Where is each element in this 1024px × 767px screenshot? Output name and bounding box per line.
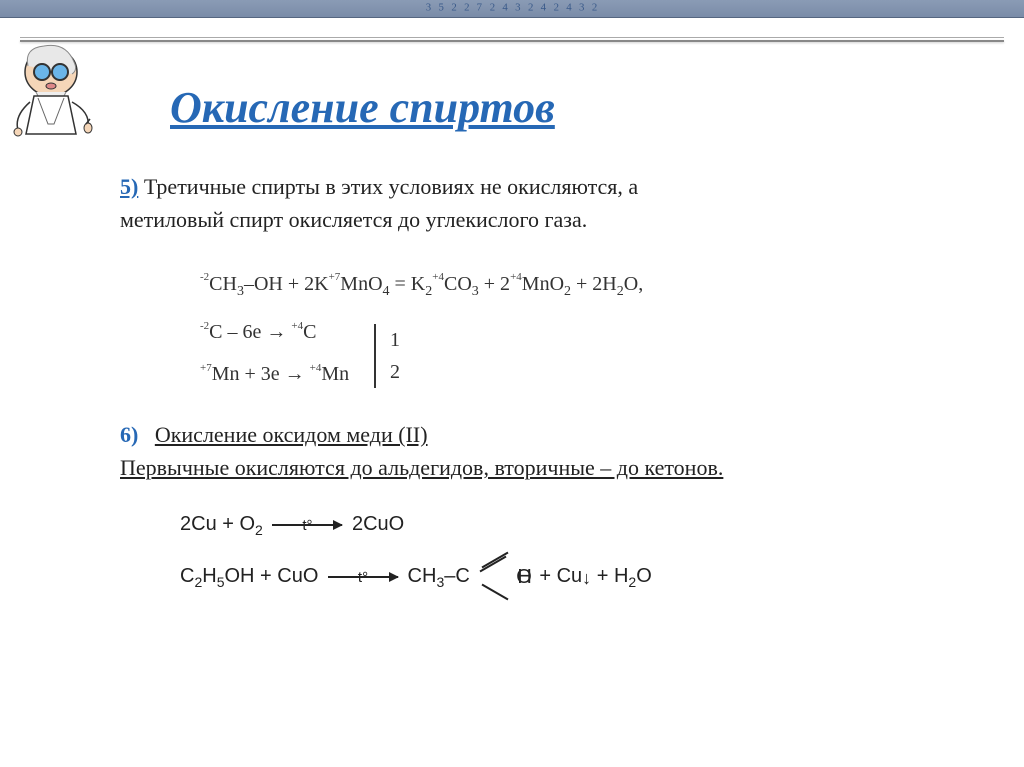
ox-state-c-left: -2 (200, 271, 209, 283)
point-6-title: Окисление оксидом меди (II) (155, 422, 428, 447)
aldehyde-hydrogen: H (517, 551, 531, 603)
point-5-line1: Третичные спирты в этих условиях не окис… (138, 174, 638, 199)
ox-state-mn-left: +7 (329, 271, 341, 283)
coef-1: 1 (390, 324, 400, 356)
main-equation: -2CH3–OH + 2K+7MnO4 = K2+4CO3 + 2+4MnO2 … (200, 266, 964, 304)
aldehyde-group: O H (472, 551, 532, 603)
point-6: 6) Окисление оксидом меди (II) Первычные… (120, 418, 964, 484)
copper-equations: 2Cu + O2 t° 2CuO C2H5OH + CuO t° CH3–C O… (180, 498, 964, 603)
horizontal-separator (20, 40, 1004, 42)
point-6-number: 6) (120, 422, 138, 447)
ox-state-c-right: +4 (432, 271, 444, 283)
half-reaction-lines: -2C – 6e → +4C +7Mn + 3e → +4Mn (200, 314, 360, 398)
point-5-number: 5) (120, 174, 138, 199)
ox-state-mn-right: +4 (510, 271, 522, 283)
main-equation-block: -2CH3–OH + 2K+7MnO4 = K2+4CO3 + 2+4MnO2 … (200, 266, 964, 398)
point-5-line2: метиловый спирт окисляется до углекислог… (120, 207, 587, 232)
point-5: 5) Третичные спирты в этих условиях не о… (120, 170, 964, 236)
cu-equation-1: 2Cu + O2 t° 2CuO (180, 498, 964, 550)
coef-2: 2 (390, 356, 400, 388)
scientist-cartoon (6, 34, 101, 164)
content-area: 5) Третичные спирты в этих условиях не о… (120, 170, 964, 603)
slide-title: Окисление спиртов (170, 82, 555, 133)
reaction-arrow-1: t° (272, 524, 342, 526)
coefficient-column: 1 2 (390, 324, 400, 388)
reaction-arrow-2: t° (328, 576, 398, 578)
half-reactions: -2C – 6e → +4C +7Mn + 3e → +4Mn 1 2 (200, 314, 964, 398)
cropped-equation-fragment: ₃ ₅ ₂ ₂ ₇ ₂ ₄ ₃ ₂ ₄ ₂ ₄ ₃ ₂ (0, 0, 1024, 14)
vertical-bar (374, 324, 376, 388)
point-6-subtitle: Первычные окисляются до альдегидов, втор… (120, 455, 723, 480)
half-reaction-mn: +7Mn + 3e → +4Mn (200, 356, 360, 392)
precipitate-arrow: ↓ (582, 568, 591, 588)
half-reaction-c: -2C – 6e → +4C (200, 314, 360, 350)
cu-equation-2: C2H5OH + CuO t° CH3–C O H + Cu↓ + H2O (180, 550, 964, 603)
